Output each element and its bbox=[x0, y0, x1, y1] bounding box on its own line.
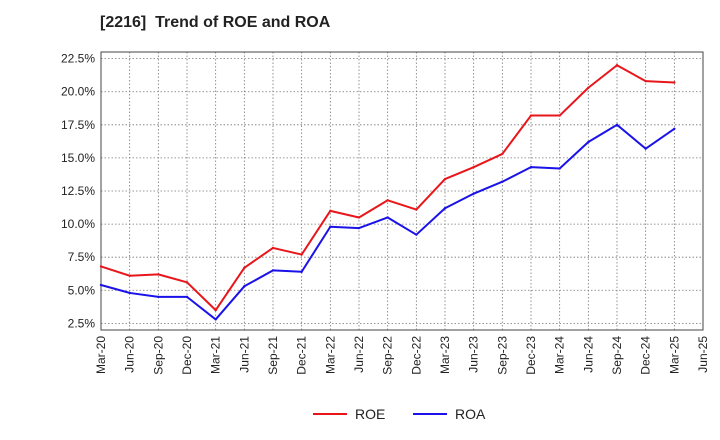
data-point-roa bbox=[673, 127, 676, 130]
x-tick-label: Mar-25 bbox=[667, 336, 681, 374]
data-point-roa bbox=[128, 291, 131, 295]
y-tick-label: 2.5% bbox=[68, 316, 96, 330]
data-point-roa bbox=[415, 233, 418, 236]
data-point-roe bbox=[558, 114, 561, 117]
data-point-roe bbox=[529, 114, 533, 117]
x-tick-label: Mar-20 bbox=[94, 336, 108, 374]
data-point-roa bbox=[443, 207, 447, 210]
data-point-roa bbox=[558, 167, 561, 170]
grid-layer bbox=[100, 52, 704, 330]
y-tick-label: 17.5% bbox=[61, 118, 95, 132]
data-point-roe bbox=[587, 86, 590, 89]
axis-layer: 2.5% 5.0% 7.5% 10.0% 12.5% 15.0% 17.5% 20.0% 22.… bbox=[61, 51, 710, 375]
data-point-roa bbox=[529, 165, 533, 169]
data-point-roe bbox=[673, 81, 676, 84]
x-tick-label: Jun-23 bbox=[467, 336, 481, 373]
x-tick-label: Jun-22 bbox=[352, 336, 366, 373]
data-point-roe bbox=[501, 152, 504, 156]
x-tick-label: Dec-23 bbox=[524, 336, 538, 375]
data-point-roe bbox=[128, 274, 131, 277]
y-tick-label: 12.5% bbox=[61, 184, 95, 198]
x-tick-label: Sep-20 bbox=[151, 336, 165, 375]
data-point-roa bbox=[357, 226, 361, 230]
x-tick-label: Mar-24 bbox=[553, 336, 567, 374]
x-tick-label: Mar-21 bbox=[209, 336, 223, 374]
y-tick-label: 15.0% bbox=[61, 151, 95, 165]
x-tick-label: Dec-24 bbox=[639, 336, 653, 375]
x-tick-label: Sep-21 bbox=[266, 336, 280, 375]
data-point-roa bbox=[157, 295, 160, 299]
x-tick-label: Jun-25 bbox=[696, 336, 710, 373]
data-point-roe bbox=[271, 246, 275, 250]
data-point-roa bbox=[271, 269, 275, 272]
data-point-roe bbox=[300, 253, 303, 256]
x-tick-label: Jun-24 bbox=[581, 336, 595, 373]
data-point-roe bbox=[415, 208, 418, 211]
data-point-roa bbox=[644, 147, 647, 150]
data-point-roa bbox=[185, 295, 189, 299]
data-point-roe bbox=[644, 79, 647, 83]
y-tick-label: 10.0% bbox=[61, 217, 95, 231]
plot-frame bbox=[100, 51, 704, 331]
data-point-roe bbox=[157, 273, 160, 276]
chart-title: [2216] Trend of ROE and ROA bbox=[100, 14, 331, 31]
data-point-roa bbox=[99, 283, 103, 287]
data-point-roe bbox=[214, 308, 217, 312]
data-point-roe bbox=[443, 177, 447, 181]
x-tick-label: Sep-24 bbox=[610, 336, 624, 375]
x-tick-label: Sep-22 bbox=[381, 336, 395, 375]
series-layer bbox=[99, 64, 676, 321]
legend: ROE ROA bbox=[313, 406, 486, 422]
data-point-roe bbox=[185, 281, 189, 284]
data-point-roe bbox=[357, 216, 361, 219]
data-point-roe bbox=[243, 266, 246, 269]
y-tick-label: 20.0% bbox=[61, 85, 95, 99]
data-point-roe bbox=[386, 199, 389, 202]
data-point-roa bbox=[501, 180, 504, 183]
data-point-roa bbox=[472, 192, 475, 195]
data-point-roa bbox=[300, 270, 303, 273]
data-point-roa bbox=[587, 140, 590, 144]
x-tick-label: Dec-21 bbox=[295, 336, 309, 375]
data-point-roa bbox=[386, 216, 389, 219]
x-tick-label: Dec-20 bbox=[180, 336, 194, 375]
y-tick-label: 22.5% bbox=[61, 52, 95, 66]
x-tick-label: Sep-23 bbox=[495, 336, 509, 375]
data-point-roe bbox=[329, 209, 332, 213]
data-point-roe bbox=[99, 265, 103, 268]
x-tick-label: Jun-20 bbox=[123, 336, 137, 373]
data-point-roa bbox=[243, 285, 246, 288]
data-point-roa bbox=[214, 318, 217, 321]
x-tick-label: Mar-23 bbox=[438, 336, 452, 374]
legend-label-roa: ROA bbox=[455, 406, 486, 422]
x-tick-label: Jun-21 bbox=[237, 336, 251, 373]
legend-label-roe: ROE bbox=[355, 406, 385, 422]
x-tick-label: Mar-22 bbox=[323, 336, 337, 374]
y-tick-label: 7.5% bbox=[68, 250, 96, 264]
data-point-roa bbox=[329, 225, 332, 228]
data-point-roe bbox=[615, 64, 619, 67]
data-point-roe bbox=[472, 165, 475, 169]
y-tick-label: 5.0% bbox=[68, 283, 96, 297]
x-tick-label: Dec-22 bbox=[409, 336, 423, 375]
data-point-roa bbox=[615, 123, 619, 127]
